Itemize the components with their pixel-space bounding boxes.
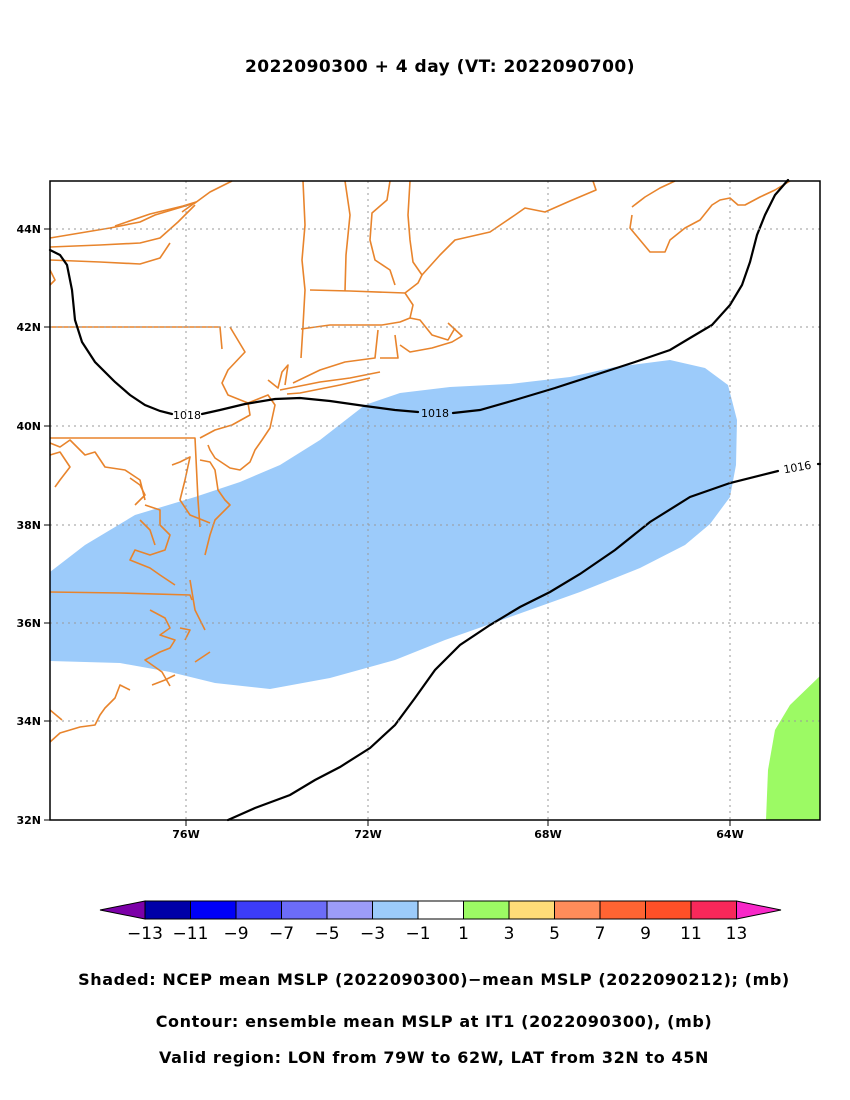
lat-tick-label: 44N xyxy=(16,223,41,236)
colorbar-label: 11 xyxy=(680,924,702,944)
map-frame xyxy=(49,180,821,821)
colorbar-label: −1 xyxy=(405,924,430,944)
colorbar-label: 5 xyxy=(549,924,560,944)
colorbar xyxy=(99,900,782,920)
shaded-caption: Shaded: NCEP mean MSLP (2022090300)−mean… xyxy=(78,970,790,989)
colorbar-label: 1 xyxy=(458,924,469,944)
contour-label: 1018 xyxy=(421,407,449,420)
colorbar-label: −11 xyxy=(173,924,209,944)
lat-tick-label: 32N xyxy=(16,814,41,827)
contour-caption: Contour: ensemble mean MSLP at IT1 (2022… xyxy=(155,1012,713,1031)
positive-anomaly-region xyxy=(766,676,820,820)
map-plot: 1018 1018 1016 76W 72W 68W 64W 44N 42N 4… xyxy=(16,178,822,944)
contour-label: 1016 xyxy=(782,459,812,477)
lat-tick-label: 36N xyxy=(16,617,41,630)
colorbar-label: −5 xyxy=(314,924,339,944)
colorbar-label: −9 xyxy=(223,924,248,944)
mslp-contours xyxy=(48,178,822,822)
coastlines xyxy=(49,180,791,743)
lat-tick-label: 40N xyxy=(16,420,41,433)
contour-label: 1018 xyxy=(173,409,201,422)
lat-tick-label: 34N xyxy=(16,715,41,728)
tick-marks xyxy=(44,228,731,826)
lon-tick-label: 76W xyxy=(172,828,199,841)
grid-lines xyxy=(50,181,820,820)
plot-title: 2022090300 + 4 day (VT: 2022090700) xyxy=(244,57,636,77)
lon-tick-label: 68W xyxy=(534,828,561,841)
colorbar-label: 13 xyxy=(726,924,748,944)
colorbar-label: 9 xyxy=(640,924,651,944)
region-caption: Valid region: LON from 79W to 62W, LAT f… xyxy=(159,1048,709,1067)
colorbar-label: 7 xyxy=(595,924,606,944)
colorbar-label: −7 xyxy=(269,924,294,944)
colorbar-labels: −13 −11 −9 −7 −5 −3 −1 1 3 5 7 9 11 13 xyxy=(127,924,747,944)
lat-tick-label: 42N xyxy=(16,321,41,334)
colorbar-label: −13 xyxy=(127,924,163,944)
lon-tick-label: 72W xyxy=(354,828,381,841)
lat-tick-label: 38N xyxy=(16,519,41,532)
colorbar-label: −3 xyxy=(360,924,385,944)
lon-tick-label: 64W xyxy=(716,828,743,841)
colorbar-label: 3 xyxy=(504,924,515,944)
